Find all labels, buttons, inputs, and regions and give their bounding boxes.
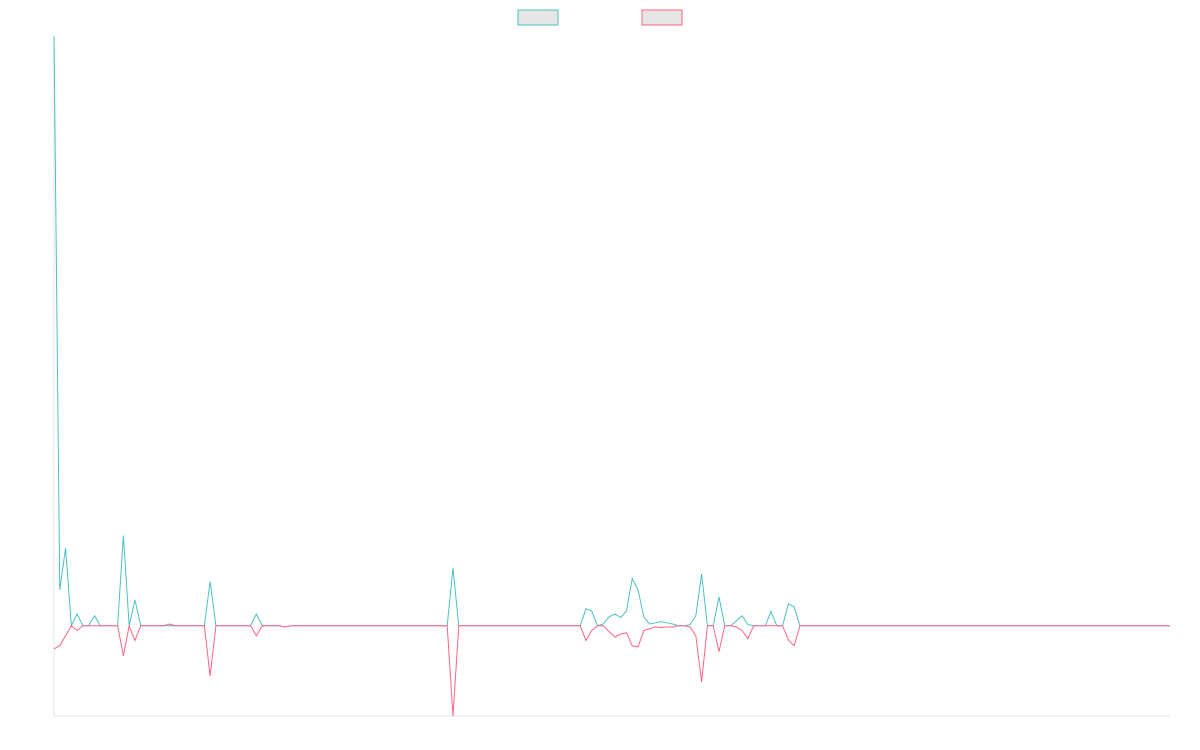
legend-swatch [641,9,683,26]
series-line [53,623,1170,717]
legend-swatch [517,9,559,26]
series-line [53,35,1170,628]
